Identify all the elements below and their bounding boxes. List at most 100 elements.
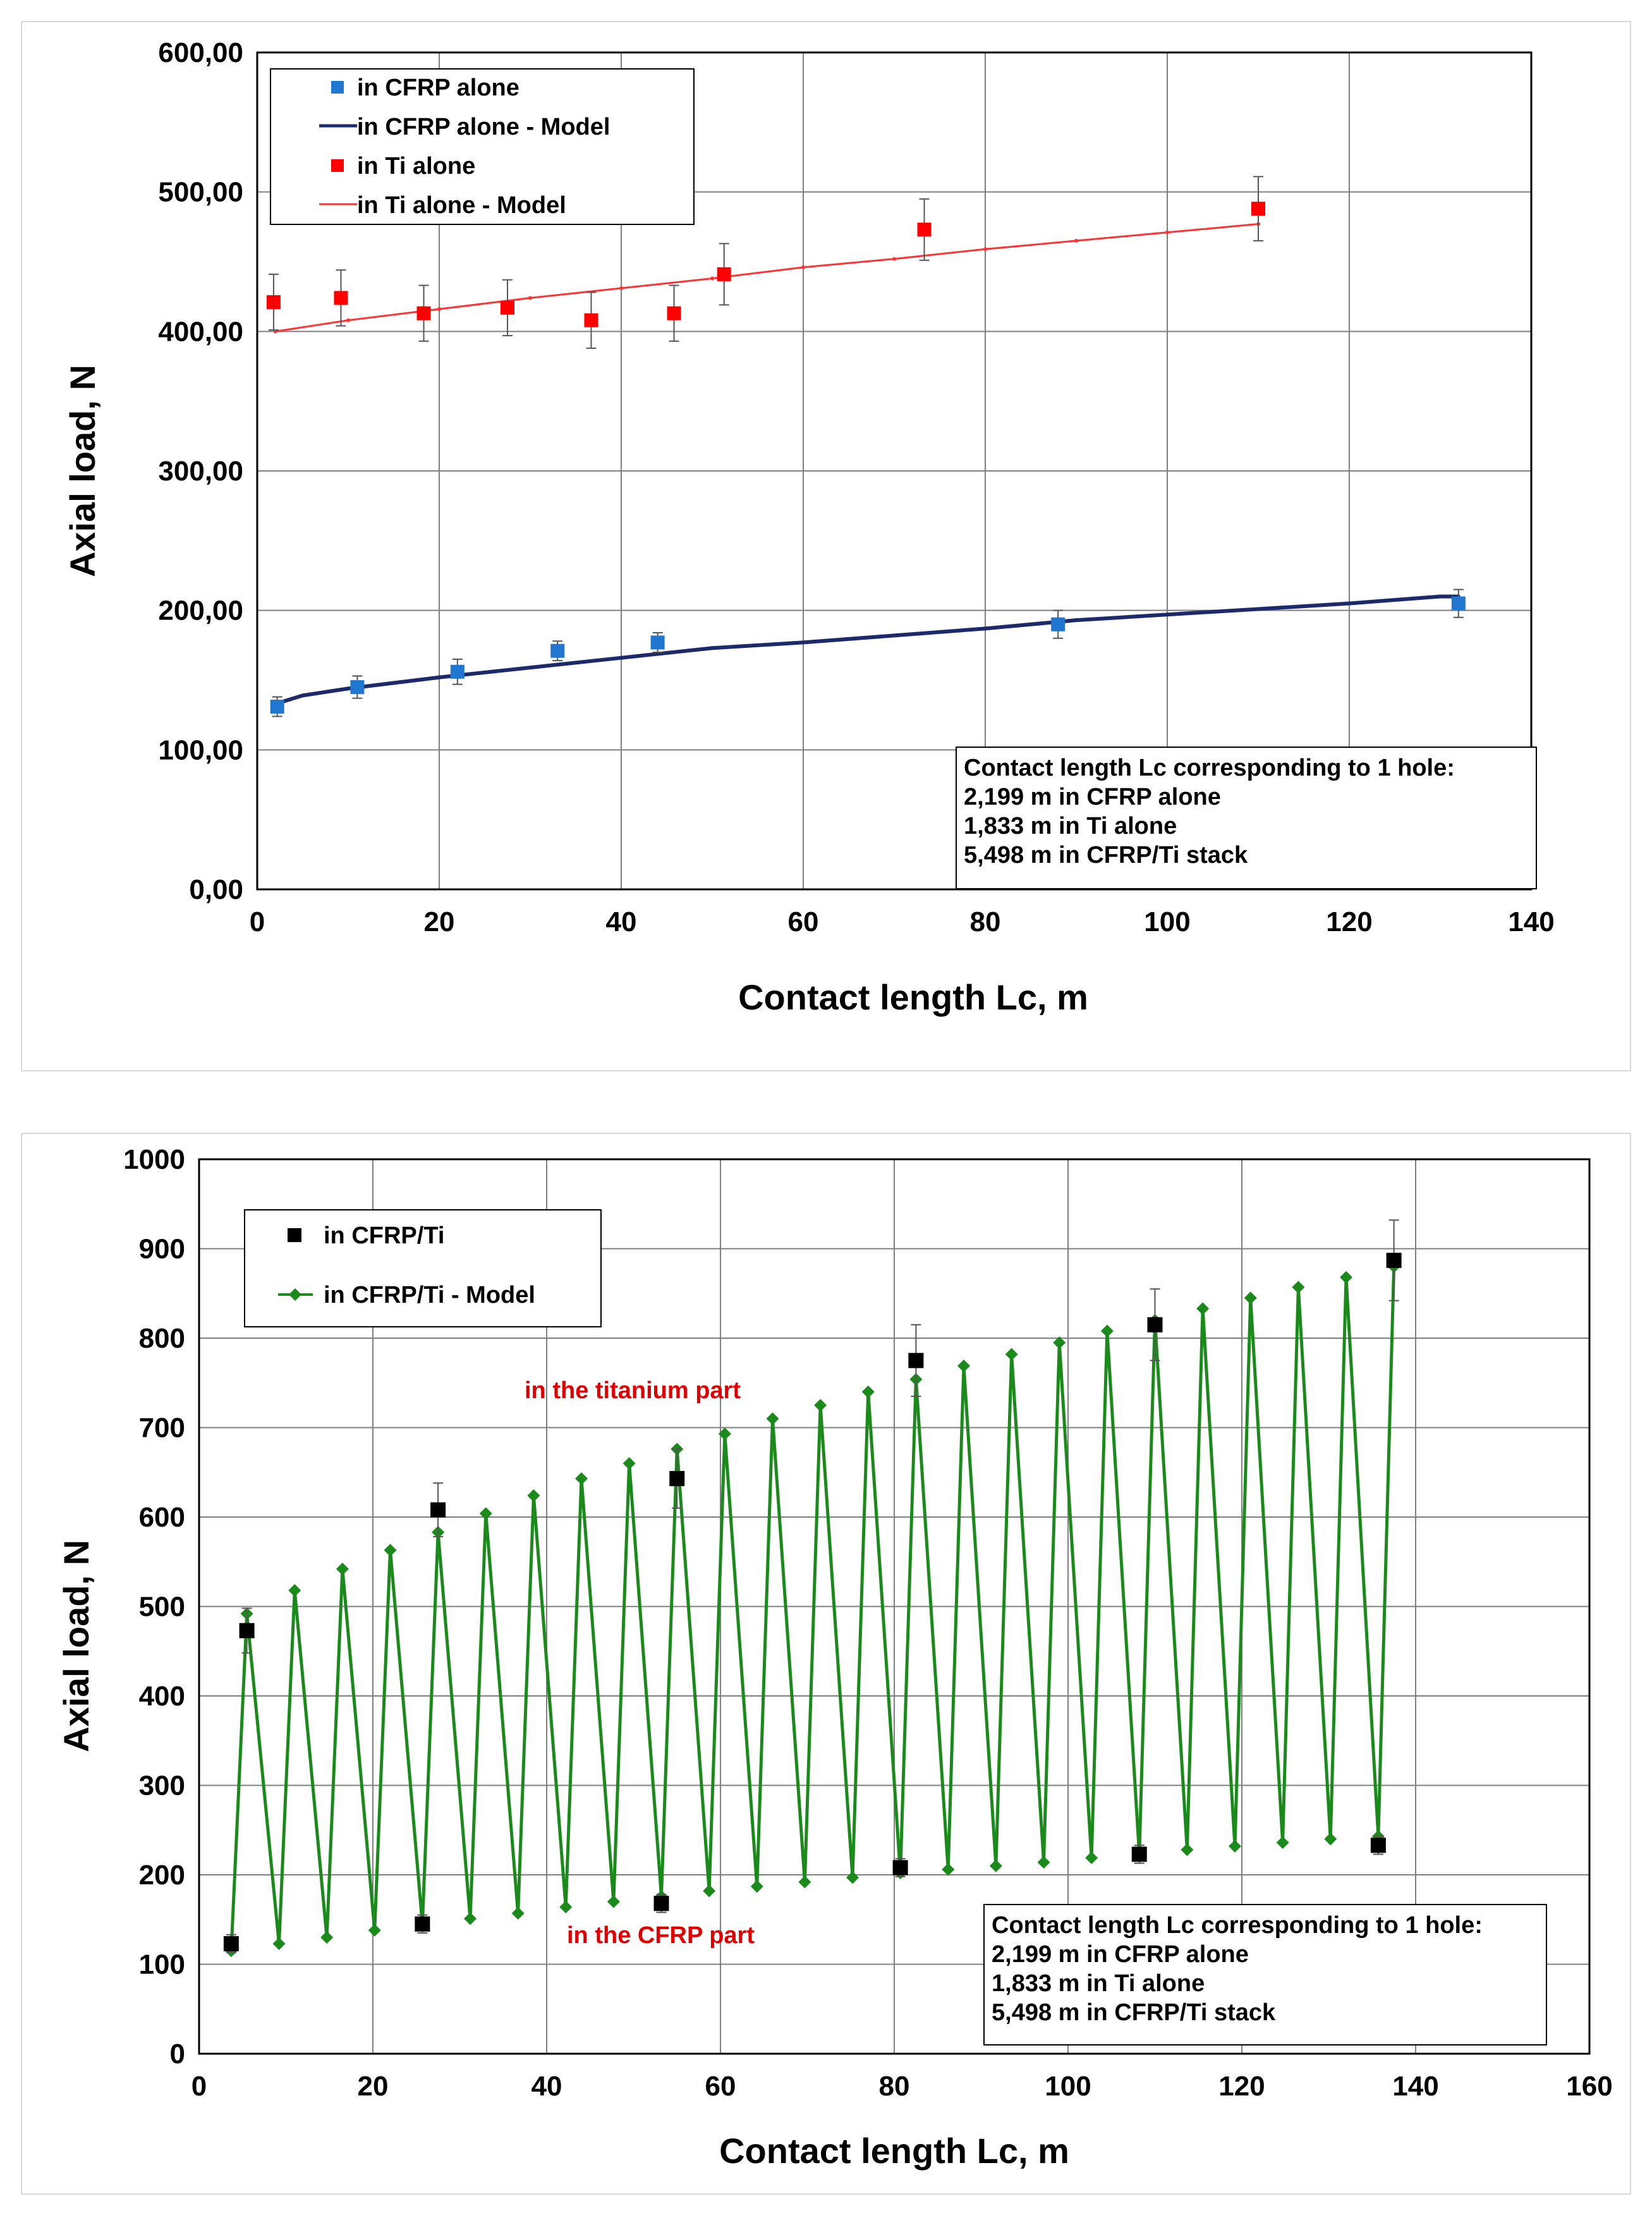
- data-point: [892, 1860, 908, 1875]
- series-layer: [223, 1219, 1402, 1958]
- model-point: [368, 1923, 381, 1937]
- x-tick-label: 0: [250, 906, 265, 937]
- x-tick-label: 80: [970, 906, 1001, 937]
- y-axis-ticks: 0 100 200 300 400 500 600 700 800 900 1000: [123, 1144, 185, 2070]
- model-point: [346, 318, 350, 322]
- x-tick-label: 120: [1218, 2071, 1265, 2102]
- model-point: [750, 1880, 763, 1893]
- chart-stack: 0 100 200 300 400 500 600 700 800 900 1000 0 20 40 60…: [56, 1144, 1613, 2171]
- y-tick-label: 300: [139, 1771, 185, 1801]
- legend: in CFRP/Ti in CFRP/Ti - Model: [244, 1209, 602, 1327]
- model-point: [1347, 601, 1351, 606]
- legend-label-ti-model: in Ti alone - Model: [357, 192, 566, 219]
- note-line-1: Contact length Lc corresponding to 1 hol…: [964, 755, 1455, 781]
- model-point: [1005, 1348, 1018, 1361]
- y-tick-label: 600: [139, 1502, 185, 1533]
- model-point: [511, 1906, 525, 1920]
- data-point: [584, 313, 598, 327]
- chart-panel-stack: 0 100 200 300 400 500 600 700 800 900 1000 0 20 40 60…: [21, 1133, 1631, 2195]
- model-point: [1256, 607, 1260, 611]
- data-point: [717, 267, 731, 281]
- model-point: [983, 626, 987, 631]
- x-tick-label: 140: [1392, 2071, 1438, 2102]
- model-point: [718, 1427, 731, 1441]
- contact-length-note: Contact length Lc corresponding to 1 hol…: [956, 747, 1537, 889]
- data-point: [270, 699, 284, 714]
- y-axis-ticks: 0,00 100,00 200,00 300,00 400,00 500,00 600,00: [158, 37, 243, 905]
- y-axis-title: Axial load, N: [63, 365, 102, 577]
- model-point: [1229, 1839, 1241, 1853]
- model-point: [346, 686, 350, 691]
- y-tick-label: 1000: [123, 1144, 185, 1175]
- note-line-4: 5,498 m in CFRP/Ti stack: [964, 842, 1248, 869]
- y-tick-label: 0,00: [189, 874, 243, 905]
- legend-box: [244, 1209, 602, 1327]
- annotation-cfrp-part: in the CFRP part: [567, 1922, 755, 1949]
- model-point: [619, 286, 623, 290]
- legend-marker-ti: [331, 159, 344, 172]
- model-point: [1438, 594, 1442, 599]
- y-tick-label: 900: [139, 1234, 185, 1265]
- legend-label-stack-model: in CFRP/Ti - Model: [324, 1282, 535, 1308]
- note-box: [983, 1904, 1547, 2045]
- data-point: [430, 1502, 446, 1518]
- model-point: [989, 1859, 1002, 1872]
- model-point: [479, 1507, 492, 1520]
- data-point: [1386, 1252, 1402, 1268]
- data-point: [1451, 596, 1466, 611]
- model-point: [846, 1871, 859, 1884]
- annotation-titanium-part: in the titanium part: [525, 1377, 741, 1404]
- y-tick-label: 0: [170, 2039, 185, 2070]
- data-point: [350, 680, 365, 695]
- plot-area: [198, 1158, 1591, 2055]
- model-point: [703, 1884, 716, 1898]
- model-point: [798, 1875, 811, 1889]
- note-box: [956, 747, 1537, 889]
- model-point: [575, 1472, 588, 1485]
- model-point: [1085, 1851, 1098, 1865]
- data-point: [450, 664, 465, 679]
- model-point: [710, 276, 714, 281]
- legend-label-cfrp: in CFRP alone: [357, 75, 519, 101]
- data-point: [917, 223, 932, 237]
- x-tick-label: 100: [1144, 906, 1190, 937]
- y-tick-label: 700: [139, 1413, 185, 1444]
- x-axis-title: Contact length Lc, m: [738, 977, 1088, 1017]
- model-point: [1276, 1836, 1289, 1850]
- model-point: [1181, 1843, 1194, 1856]
- y-tick-label: 800: [139, 1323, 185, 1354]
- y-tick-label: 400,00: [158, 316, 243, 347]
- model-point: [1074, 618, 1078, 623]
- chart-panel-single-materials: 0,00 100,00 200,00 300,00 400,00 500,00 600,00…: [21, 21, 1631, 1071]
- model-point: [528, 296, 532, 300]
- model-point: [607, 1895, 620, 1908]
- x-axis-title: Contact length Lc, m: [719, 2131, 1069, 2171]
- series-line: [229, 1266, 1396, 1951]
- model-point: [1165, 230, 1169, 235]
- y-tick-label: 200,00: [158, 595, 243, 626]
- model-point: [336, 1563, 349, 1576]
- model-point: [942, 1863, 955, 1876]
- data-point: [1251, 202, 1265, 216]
- data-point: [550, 643, 565, 658]
- x-tick-label: 20: [424, 906, 455, 937]
- x-tick-label: 40: [531, 2071, 562, 2102]
- note-line-2: 2,199 m in CFRP alone: [964, 784, 1221, 810]
- note-line-3: 1,833 m in Ti alone: [964, 813, 1177, 839]
- model-point: [301, 693, 305, 698]
- data-point: [650, 635, 665, 650]
- note-line-3: 1,833 m in Ti alone: [992, 1970, 1205, 1997]
- model-point: [528, 666, 532, 670]
- note-line-2: 2,199 m in CFRP alone: [992, 1941, 1249, 1968]
- model-point: [1053, 1336, 1066, 1350]
- data-point: [1051, 617, 1066, 631]
- data-point: [1370, 1838, 1386, 1853]
- model-point: [1340, 1271, 1352, 1284]
- x-tick-label: 60: [788, 906, 819, 937]
- model-point: [464, 1912, 477, 1925]
- y-tick-label: 500,00: [158, 177, 243, 208]
- data-point: [908, 1353, 924, 1369]
- note-line-1: Contact length Lc corresponding to 1 hol…: [992, 1912, 1483, 1939]
- y-axis-title: Axial load, N: [56, 1540, 96, 1752]
- series-line: [274, 594, 1459, 706]
